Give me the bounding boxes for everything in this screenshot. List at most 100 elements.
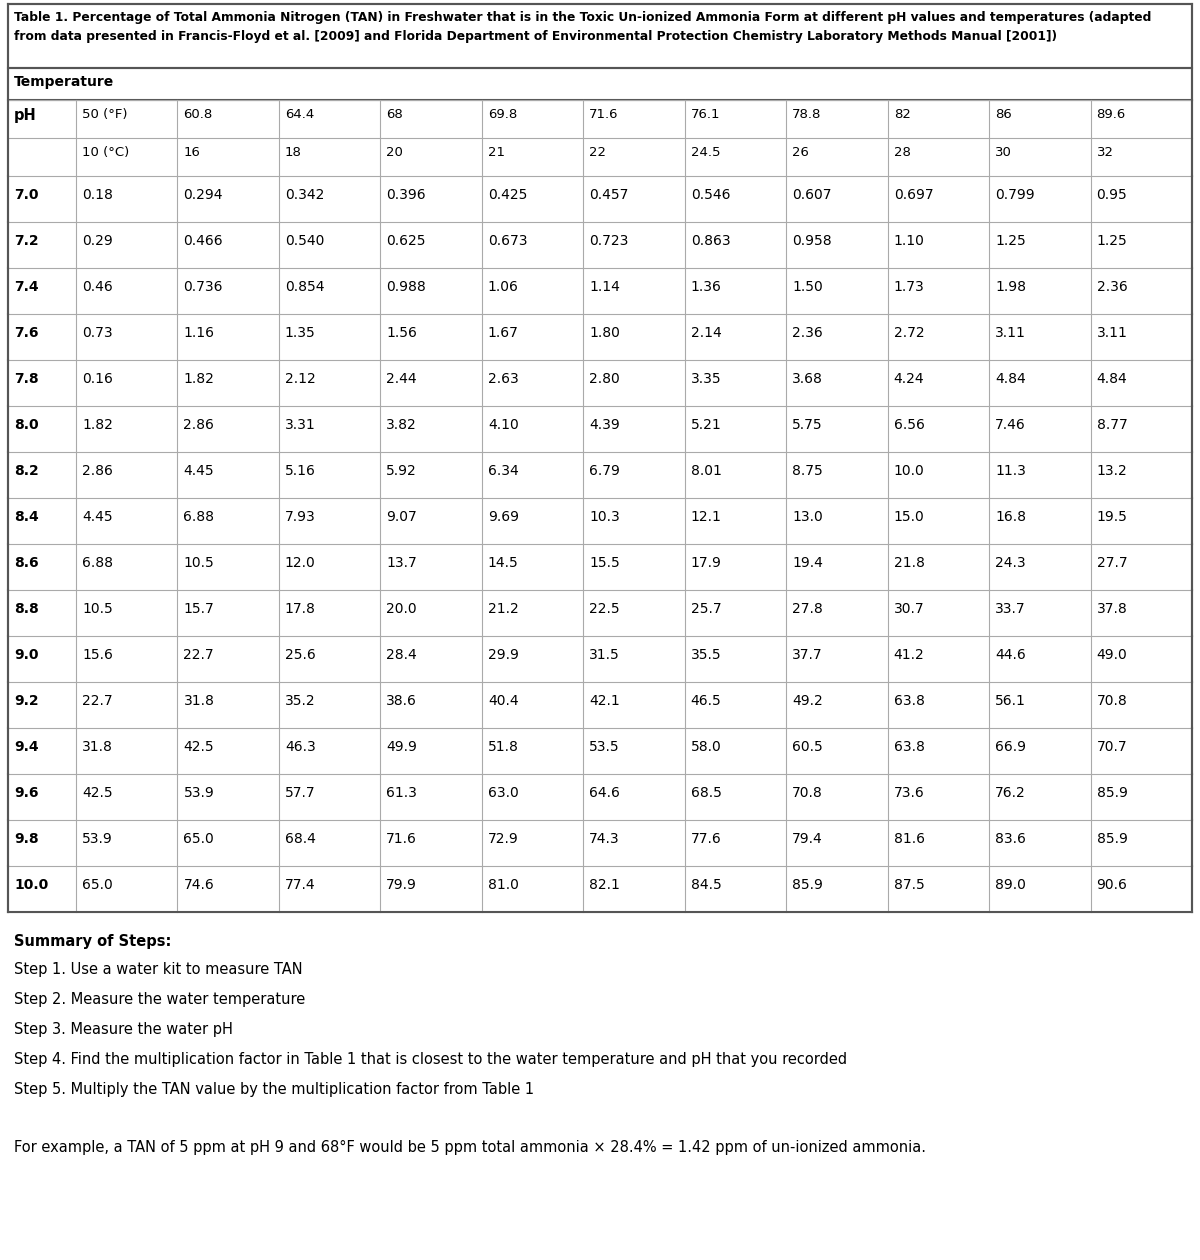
- Text: 5.21: 5.21: [691, 418, 721, 432]
- Text: Step 3. Measure the water pH: Step 3. Measure the water pH: [14, 1022, 233, 1037]
- Text: 21.2: 21.2: [488, 602, 518, 616]
- Text: 25.7: 25.7: [691, 602, 721, 616]
- Text: 25.6: 25.6: [284, 648, 316, 662]
- Text: 11.3: 11.3: [995, 464, 1026, 478]
- Text: 0.294: 0.294: [184, 188, 223, 202]
- Text: 81.6: 81.6: [894, 832, 925, 845]
- Text: 20.0: 20.0: [386, 602, 416, 616]
- Text: 15.0: 15.0: [894, 510, 924, 524]
- Text: 2.36: 2.36: [1097, 280, 1127, 294]
- Text: 2.44: 2.44: [386, 372, 416, 386]
- Text: 77.4: 77.4: [284, 878, 316, 892]
- Text: 90.6: 90.6: [1097, 878, 1128, 892]
- Text: Step 2. Measure the water temperature: Step 2. Measure the water temperature: [14, 992, 305, 1007]
- Text: 31.5: 31.5: [589, 648, 620, 662]
- Text: 1.56: 1.56: [386, 326, 418, 340]
- Text: 49.0: 49.0: [1097, 648, 1127, 662]
- Bar: [8, 4, 1192, 68]
- Text: 1.16: 1.16: [184, 326, 215, 340]
- Text: 6.34: 6.34: [488, 464, 518, 478]
- Text: 85.9: 85.9: [1097, 786, 1128, 800]
- Text: 60.8: 60.8: [184, 108, 212, 121]
- Text: 9.07: 9.07: [386, 510, 418, 524]
- Text: 16: 16: [184, 146, 200, 159]
- Text: 13.7: 13.7: [386, 556, 418, 570]
- Text: 3.11: 3.11: [995, 326, 1026, 340]
- Text: 31.8: 31.8: [82, 740, 113, 753]
- Text: from data presented in Francis-Floyd et al. [2009] and Florida Department of Env: from data presented in Francis-Floyd et …: [14, 30, 1057, 43]
- Text: 70.8: 70.8: [1097, 694, 1127, 708]
- Text: 84.5: 84.5: [691, 878, 721, 892]
- Text: 18: 18: [284, 146, 301, 159]
- Text: 61.3: 61.3: [386, 786, 418, 800]
- Text: 19.5: 19.5: [1097, 510, 1128, 524]
- Text: 42.5: 42.5: [82, 786, 113, 800]
- Text: 15.5: 15.5: [589, 556, 620, 570]
- Text: 40.4: 40.4: [488, 694, 518, 708]
- Text: 74.6: 74.6: [184, 878, 215, 892]
- Text: 0.425: 0.425: [488, 188, 527, 202]
- Text: 0.736: 0.736: [184, 280, 223, 294]
- Text: 3.35: 3.35: [691, 372, 721, 386]
- Text: 7.2: 7.2: [14, 234, 38, 248]
- Text: 6.56: 6.56: [894, 418, 924, 432]
- Text: 1.06: 1.06: [488, 280, 518, 294]
- Text: 10.5: 10.5: [82, 602, 113, 616]
- Text: 2.36: 2.36: [792, 326, 823, 340]
- Text: 1.14: 1.14: [589, 280, 620, 294]
- Text: 9.2: 9.2: [14, 694, 38, 708]
- Text: 10.0: 10.0: [894, 464, 924, 478]
- Text: 28.4: 28.4: [386, 648, 418, 662]
- Text: 0.396: 0.396: [386, 188, 426, 202]
- Text: 0.723: 0.723: [589, 234, 629, 248]
- Text: 0.73: 0.73: [82, 326, 113, 340]
- Text: 9.8: 9.8: [14, 832, 38, 845]
- Text: 0.625: 0.625: [386, 234, 426, 248]
- Text: 37.8: 37.8: [1097, 602, 1127, 616]
- Text: 22.7: 22.7: [184, 648, 214, 662]
- Text: 60.5: 60.5: [792, 740, 823, 753]
- Text: 0.958: 0.958: [792, 234, 832, 248]
- Text: 5.92: 5.92: [386, 464, 418, 478]
- Text: 4.39: 4.39: [589, 418, 620, 432]
- Text: 1.50: 1.50: [792, 280, 823, 294]
- Text: 74.3: 74.3: [589, 832, 620, 845]
- Text: 71.6: 71.6: [589, 108, 619, 121]
- Text: 0.988: 0.988: [386, 280, 426, 294]
- Text: 30.7: 30.7: [894, 602, 924, 616]
- Text: 2.12: 2.12: [284, 372, 316, 386]
- Text: Table 1. Percentage of Total Ammonia Nitrogen (TAN) in Freshwater that is in the: Table 1. Percentage of Total Ammonia Nit…: [14, 11, 1151, 24]
- Text: 22.5: 22.5: [589, 602, 620, 616]
- Text: 35.5: 35.5: [691, 648, 721, 662]
- Text: 7.6: 7.6: [14, 326, 38, 340]
- Text: 2.63: 2.63: [488, 372, 518, 386]
- Text: Step 4. Find the multiplication factor in Table 1 that is closest to the water t: Step 4. Find the multiplication factor i…: [14, 1052, 847, 1067]
- Text: 15.7: 15.7: [184, 602, 215, 616]
- Text: 6.88: 6.88: [82, 556, 113, 570]
- Text: 0.863: 0.863: [691, 234, 731, 248]
- Text: 4.45: 4.45: [184, 464, 214, 478]
- Text: 89.6: 89.6: [1097, 108, 1126, 121]
- Text: 0.540: 0.540: [284, 234, 324, 248]
- Text: 76.2: 76.2: [995, 786, 1026, 800]
- Text: 0.673: 0.673: [488, 234, 527, 248]
- Text: 2.72: 2.72: [894, 326, 924, 340]
- Text: 0.457: 0.457: [589, 188, 629, 202]
- Text: 37.7: 37.7: [792, 648, 823, 662]
- Text: 8.8: 8.8: [14, 602, 38, 616]
- Text: 1.73: 1.73: [894, 280, 924, 294]
- Text: 77.6: 77.6: [691, 832, 721, 845]
- Text: 28: 28: [894, 146, 911, 159]
- Text: 9.4: 9.4: [14, 740, 38, 753]
- Text: 71.6: 71.6: [386, 832, 418, 845]
- Text: 8.77: 8.77: [1097, 418, 1127, 432]
- Text: 27.8: 27.8: [792, 602, 823, 616]
- Text: 8.4: 8.4: [14, 510, 38, 524]
- Text: 31.8: 31.8: [184, 694, 215, 708]
- Text: 27.7: 27.7: [1097, 556, 1127, 570]
- Text: 3.82: 3.82: [386, 418, 418, 432]
- Text: 14.5: 14.5: [488, 556, 518, 570]
- Text: 9.0: 9.0: [14, 648, 38, 662]
- Text: 3.68: 3.68: [792, 372, 823, 386]
- Text: 0.342: 0.342: [284, 188, 324, 202]
